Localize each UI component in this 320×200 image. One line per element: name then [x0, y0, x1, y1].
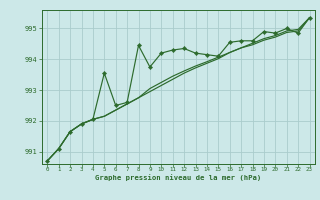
X-axis label: Graphe pression niveau de la mer (hPa): Graphe pression niveau de la mer (hPa) [95, 175, 261, 181]
